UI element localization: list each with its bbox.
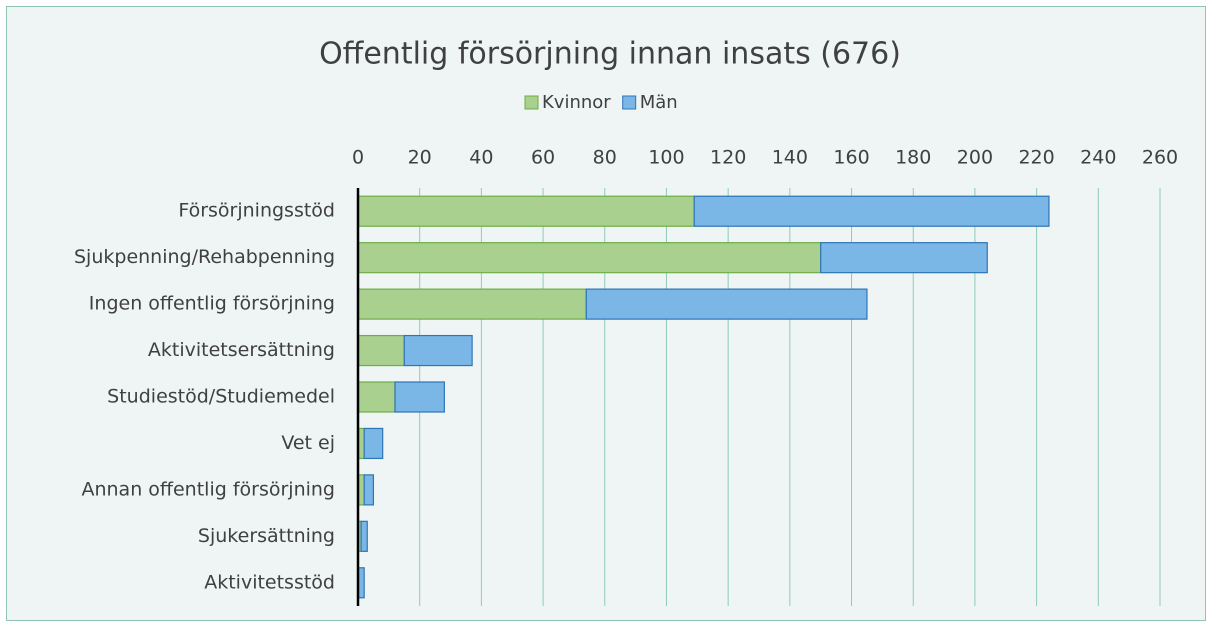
bar [363, 427, 384, 460]
bar [357, 381, 396, 413]
bar [357, 242, 822, 274]
x-tick-label: 180 [895, 147, 931, 169]
x-tick-label: 80 [593, 147, 617, 169]
x-tick-label: 120 [710, 147, 746, 169]
bar [360, 520, 368, 552]
x-tick-label: 40 [469, 147, 493, 169]
y-tick-label: Studiestöd/Studiemedel [107, 386, 335, 408]
x-tick-label: 20 [408, 147, 432, 169]
y-tick-label: Aktivitetsersättning [148, 339, 335, 361]
legend-swatch [524, 95, 539, 110]
bar [403, 334, 473, 367]
legend-swatch [622, 95, 637, 110]
y-tick-label: Vet ej [281, 432, 335, 454]
x-tick-label: 200 [957, 147, 993, 169]
y-tick-label: Sjukersättning [198, 525, 335, 547]
bar [357, 288, 587, 320]
bar [357, 334, 405, 367]
x-tick-label: 100 [648, 147, 684, 169]
bar [363, 474, 375, 506]
x-tick-label: 160 [833, 147, 869, 169]
bar [357, 195, 695, 227]
legend-label: Män [640, 92, 678, 113]
x-tick-label: 240 [1080, 147, 1116, 169]
y-tick-label: Annan offentlig försörjning [81, 478, 335, 500]
legend-label: Kvinnor [542, 92, 611, 113]
bar [394, 381, 445, 413]
x-tick-label: 140 [772, 147, 808, 169]
y-tick-label: Aktivitetsstöd [204, 571, 335, 593]
y-tick-label: Sjukpenning/Rehabpenning [74, 246, 335, 268]
bar [693, 195, 1050, 227]
chart-title: Offentlig försörjning innan insats (676) [319, 37, 901, 72]
x-tick-label: 0 [352, 147, 364, 169]
y-tick-label: Ingen offentlig försörjning [89, 293, 335, 315]
bar [585, 288, 868, 320]
x-tick-label: 260 [1142, 147, 1178, 169]
y-tick-label: Försörjningsstöd [178, 200, 335, 222]
bar [820, 242, 988, 274]
x-tick-label: 220 [1018, 147, 1054, 169]
x-tick-label: 60 [531, 147, 555, 169]
